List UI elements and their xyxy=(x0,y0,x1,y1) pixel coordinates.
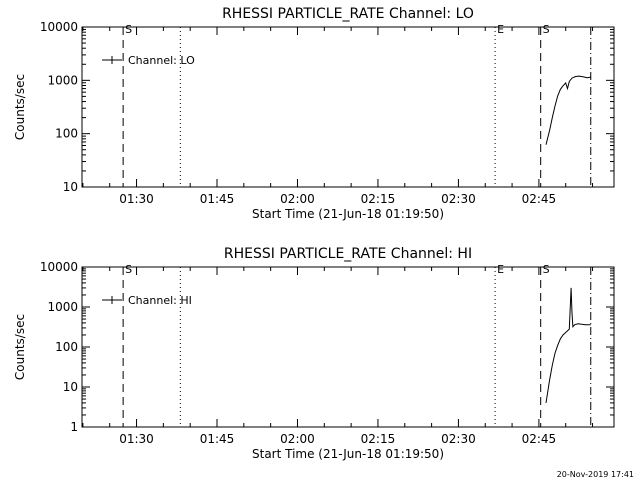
data-series-line xyxy=(545,287,591,403)
y-axis-label: Counts/sec xyxy=(13,74,27,140)
x-tick-label: 02:15 xyxy=(361,192,396,206)
plot-frame xyxy=(81,26,615,188)
data-series-line xyxy=(545,75,591,145)
lo-channel-panel: RHESSI PARTICLE_RATE Channel: LO Counts/s… xyxy=(13,6,615,221)
y-tick-label: 10000 xyxy=(40,260,78,274)
x-tick-label: 02:45 xyxy=(522,192,557,206)
x-tick-label: 01:45 xyxy=(200,192,235,206)
marker-label: S xyxy=(543,23,550,36)
x-tick-label: 02:30 xyxy=(441,192,476,206)
y-tick-label: 100 xyxy=(55,127,78,141)
marker-label: E xyxy=(497,23,504,36)
legend-label: Channel: LO xyxy=(128,54,195,67)
chart-title: RHESSI PARTICLE_RATE Channel: LO xyxy=(222,6,474,22)
x-axis-label: Start Time (21-Jun-18 01:19:50) xyxy=(252,447,444,461)
y-tick-label: 10000 xyxy=(40,20,78,34)
y-axis-label: Counts/sec xyxy=(13,314,27,380)
x-tick-label: 01:30 xyxy=(119,192,154,206)
x-tick-label: 01:45 xyxy=(200,432,235,446)
timestamp-stamp: 20-Nov-2019 17:41 xyxy=(556,470,634,479)
plot-frame xyxy=(81,266,615,428)
x-tick-label: 01:30 xyxy=(119,432,154,446)
y-tick-label: 1 xyxy=(70,420,78,434)
x-tick-label: 02:00 xyxy=(280,432,315,446)
y-tick-label: 1000 xyxy=(47,73,78,87)
x-axis-label: Start Time (21-Jun-18 01:19:50) xyxy=(252,207,444,221)
marker-label: S xyxy=(125,263,132,276)
x-tick-label: 02:30 xyxy=(441,432,476,446)
y-tick-label: 1000 xyxy=(47,300,78,314)
marker-label: S xyxy=(543,263,550,276)
x-tick-label: 02:45 xyxy=(522,432,557,446)
chart-title: RHESSI PARTICLE_RATE Channel: HI xyxy=(224,246,472,262)
x-tick-label: 02:15 xyxy=(361,432,396,446)
y-tick-label: 10 xyxy=(63,380,78,394)
hi-channel-panel: RHESSI PARTICLE_RATE Channel: HI Counts/s… xyxy=(13,246,615,461)
legend-label: Channel: HI xyxy=(128,294,192,307)
y-tick-label: 100 xyxy=(55,340,78,354)
x-tick-label: 02:00 xyxy=(280,192,315,206)
y-tick-label: 10 xyxy=(63,180,78,194)
marker-label: E xyxy=(497,263,504,276)
marker-label: S xyxy=(125,23,132,36)
